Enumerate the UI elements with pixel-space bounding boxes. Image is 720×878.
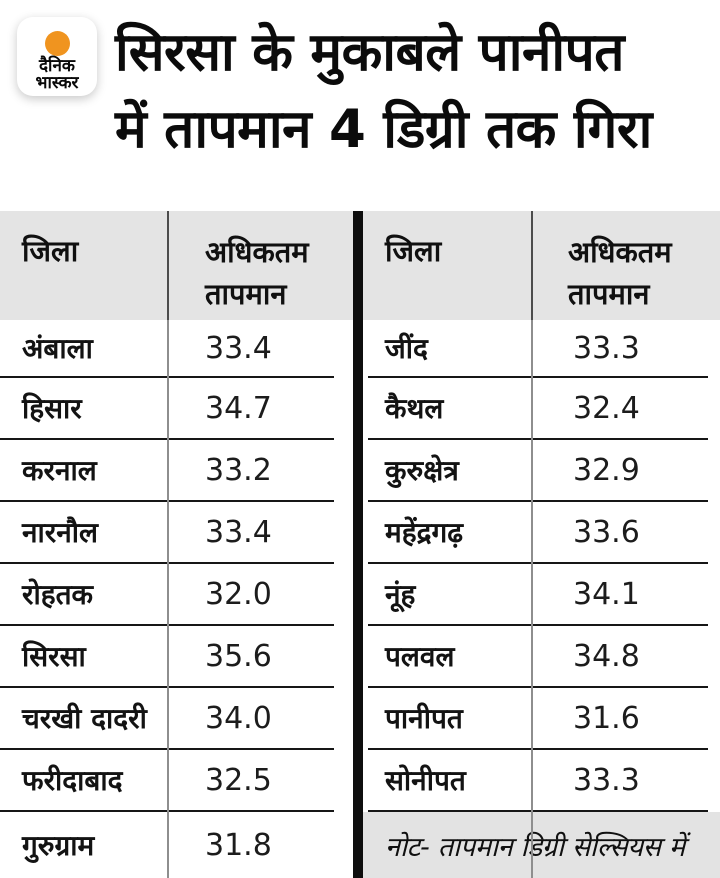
table-right: जिला अधिकतम तापमान जींद 33.3 कैथल 32.4 क… <box>363 211 720 878</box>
note-text: नोट- तापमान डिग्री सेल्सियस में <box>385 831 685 863</box>
table-row: सोनीपत 33.3 <box>368 750 708 812</box>
table-row: हिसार 34.7 <box>0 378 334 440</box>
district-cell: चरखी दादरी <box>22 702 147 735</box>
district-cell: पलवल <box>385 640 455 673</box>
header-max-temp: अधिकतम तापमान <box>205 235 309 311</box>
header-district: जिला <box>22 234 79 268</box>
district-cell: हिसार <box>22 392 82 425</box>
table-row: महेंद्रगढ़ 33.6 <box>368 502 708 564</box>
district-cell: सिरसा <box>22 640 86 673</box>
district-cell: फरीदाबाद <box>22 764 123 797</box>
temp-cell: 34.0 <box>205 700 272 736</box>
district-cell: गुरुग्राम <box>22 829 95 862</box>
header-district: जिला <box>385 234 442 268</box>
table-row: नारनौल 33.4 <box>0 502 334 564</box>
district-cell: पानीपत <box>385 702 463 735</box>
logo-text-line2: भास्कर <box>35 72 79 93</box>
district-cell: करनाल <box>22 454 97 487</box>
column-divider-left <box>167 211 169 878</box>
temp-cell: 32.0 <box>205 576 272 612</box>
table-row: पानीपत 31.6 <box>368 688 708 750</box>
table-row: कुरुक्षेत्र 32.9 <box>368 440 708 502</box>
center-divider <box>353 211 363 878</box>
temp-cell: 31.6 <box>573 700 640 736</box>
district-cell: सोनीपत <box>385 764 466 797</box>
note-box: नोट- तापमान डिग्री सेल्सियस में <box>363 812 720 878</box>
page-title-line1: सिरसा के मुकाबले पानीपत <box>115 22 624 83</box>
temp-cell: 34.8 <box>573 638 640 674</box>
table-row: कैथल 32.4 <box>368 378 708 440</box>
temp-cell: 33.2 <box>205 452 272 488</box>
header-max-temp: अधिकतम तापमान <box>568 235 672 311</box>
temp-cell: 34.1 <box>573 576 640 612</box>
table-right-body: जींद 33.3 कैथल 32.4 कुरुक्षेत्र 32.9 महे… <box>363 320 720 812</box>
temperature-tables: जिला अधिकतम तापमान अंबाला 33.4 हिसार 34.… <box>0 211 720 878</box>
temp-cell: 35.6 <box>205 638 272 674</box>
district-cell: अंबाला <box>22 332 93 365</box>
temp-cell: 33.3 <box>573 762 640 798</box>
page-title: सिरसा के मुकाबले पानीपत में तापमान 4 डिग… <box>115 14 715 168</box>
logo-text-line1: दैनिक <box>39 56 75 76</box>
district-cell: नारनौल <box>22 516 99 549</box>
table-right-header: जिला अधिकतम तापमान <box>363 211 720 320</box>
temp-cell: 32.4 <box>573 390 640 426</box>
table-row: पलवल 34.8 <box>368 626 708 688</box>
table-row: जींद 33.3 <box>368 320 708 378</box>
temp-cell: 32.9 <box>573 452 640 488</box>
sun-icon <box>44 31 70 56</box>
district-cell: रोहतक <box>22 578 94 611</box>
temp-cell: 33.3 <box>573 330 640 366</box>
table-left-body: अंबाला 33.4 हिसार 34.7 करनाल 33.2 नारनौल… <box>0 320 353 878</box>
temp-cell: 33.6 <box>573 514 640 550</box>
district-cell: जींद <box>385 332 428 365</box>
temp-cell: 33.4 <box>205 330 272 366</box>
district-cell: कुरुक्षेत्र <box>385 454 459 487</box>
district-cell: महेंद्रगढ़ <box>385 516 464 549</box>
table-row: नूंह 34.1 <box>368 564 708 626</box>
temp-cell: 31.8 <box>205 827 272 863</box>
temp-cell: 32.5 <box>205 762 272 798</box>
column-divider-right <box>531 211 533 878</box>
temp-cell: 34.7 <box>205 390 272 426</box>
district-cell: कैथल <box>385 392 444 425</box>
table-left-header: जिला अधिकतम तापमान <box>0 211 353 320</box>
page-title-line2: में तापमान 4 डिग्री तक गिरा <box>115 99 652 160</box>
district-cell: नूंह <box>385 578 416 611</box>
dainik-bhaskar-logo: दैनिक भास्कर <box>17 17 97 96</box>
temp-cell: 33.4 <box>205 514 272 550</box>
table-row: गुरुग्राम 31.8 <box>0 812 334 878</box>
table-left: जिला अधिकतम तापमान अंबाला 33.4 हिसार 34.… <box>0 211 353 878</box>
table-row: फरीदाबाद 32.5 <box>0 750 334 812</box>
